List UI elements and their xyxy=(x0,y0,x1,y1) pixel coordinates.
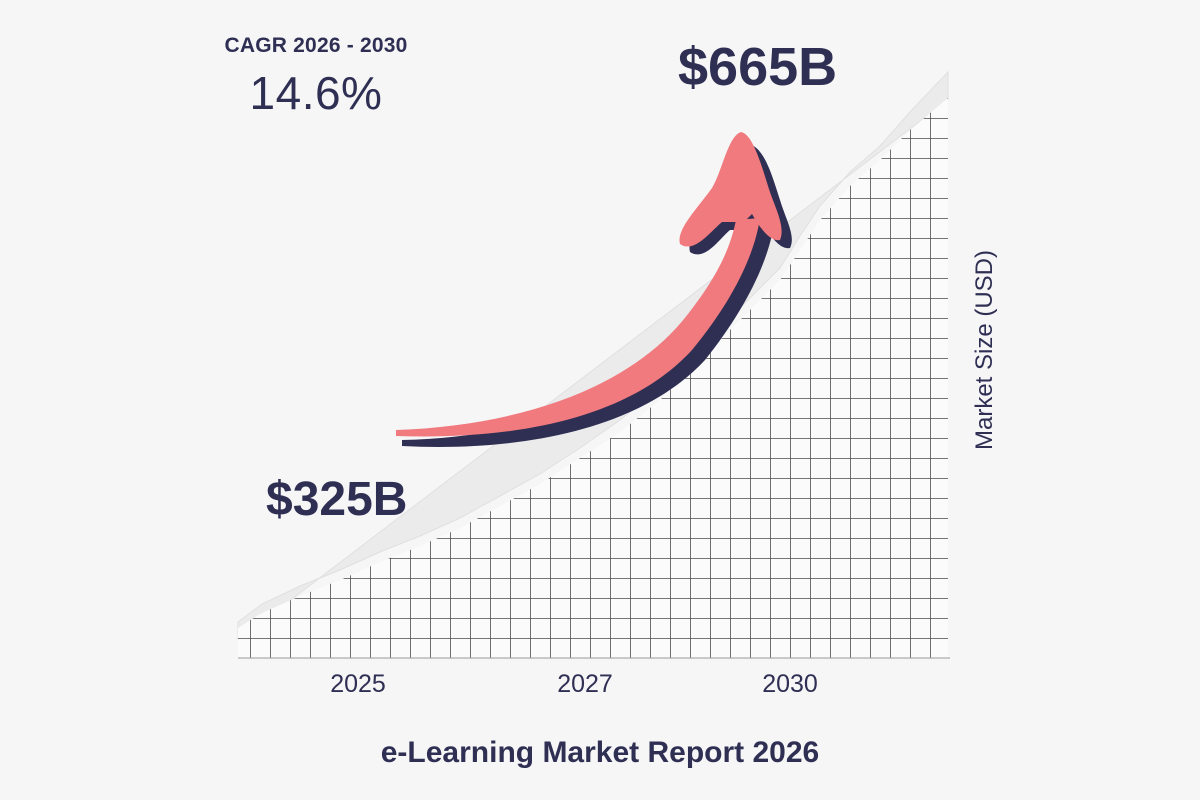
grid-area xyxy=(238,98,948,658)
x-tick-label: 2025 xyxy=(330,670,386,698)
cagr-label: CAGR 2026 - 2030 xyxy=(224,34,408,57)
start-value-annotation: $325B xyxy=(266,473,408,526)
growth-arrow xyxy=(396,132,782,437)
chart-title: e-Learning Market Report 2026 xyxy=(380,736,820,769)
cagr-value: 14.6% xyxy=(249,67,383,119)
x-tick-label: 2030 xyxy=(762,670,818,698)
y-axis-label: Market Size (USD) xyxy=(971,249,998,451)
end-value-annotation: $665B xyxy=(678,37,838,97)
x-tick-label: 2027 xyxy=(557,670,613,698)
